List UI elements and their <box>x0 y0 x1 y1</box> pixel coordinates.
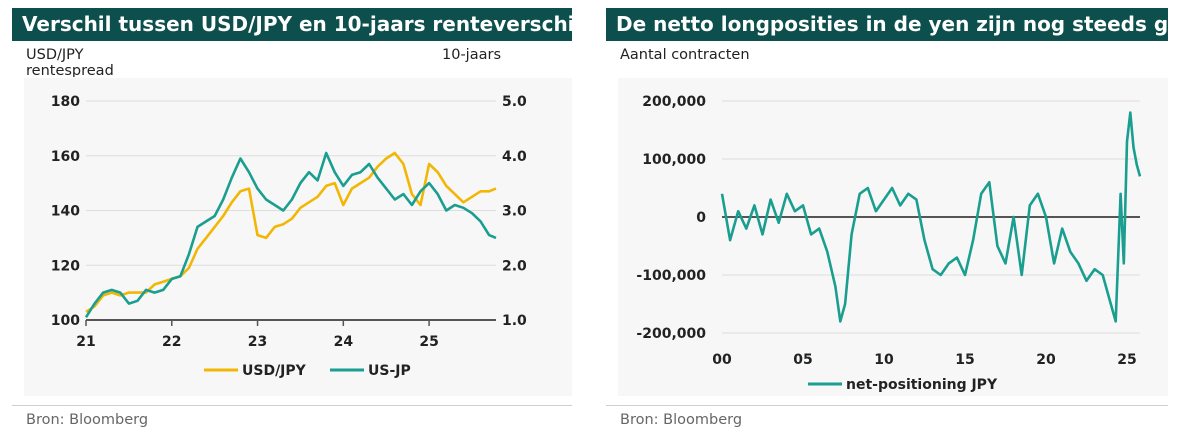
right-axis-label: 10-jaars <box>442 47 501 63</box>
x-tick-label: 25 <box>419 334 438 350</box>
right-source-divider <box>606 405 1168 406</box>
y-right-tick-label: 2.0 <box>502 258 527 274</box>
y-left-tick-label: 120 <box>51 258 80 274</box>
y-left-tick-label: 160 <box>51 149 80 165</box>
y-left-tick-label: 180 <box>51 94 80 110</box>
y-right-tick-label: 1.0 <box>502 313 527 329</box>
right-source: Bron: Bloomberg <box>620 412 743 428</box>
right-chart-title: De netto longposities in de yen zijn nog… <box>606 8 1168 41</box>
left-chart-panel: Verschil tussen USD/JPY en 10-jaars rent… <box>12 0 572 438</box>
y-tick-label: 100,000 <box>642 152 706 168</box>
left-axis-label-cut: rentespread <box>26 63 114 77</box>
x-tick-label: 00 <box>712 352 732 368</box>
x-tick-label: 21 <box>76 334 95 350</box>
right-chart-area: -200,000 -100,000 0 100,000 200,000 00 05 10 15 2… <box>618 78 1168 396</box>
x-tick-label: 23 <box>248 334 267 350</box>
x-tick-label: 20 <box>1036 352 1056 368</box>
left-axis-label-block: USD/JPY rentespread <box>26 47 136 77</box>
x-tick-label: 22 <box>162 334 181 350</box>
y-right-tick-label: 5.0 <box>502 94 527 110</box>
x-tick-label: 15 <box>955 352 974 368</box>
legend-label-usjp: US-JP <box>368 363 411 379</box>
y-tick-label: -200,000 <box>636 326 706 342</box>
right-chart-axis-label: Aantal contracten <box>620 47 750 63</box>
left-source: Bron: Bloomberg <box>26 412 149 428</box>
series-line-usjp <box>84 151 497 318</box>
y-tick-label: -100,000 <box>636 268 706 284</box>
series-line-net-positioning <box>720 111 1142 323</box>
series-line-usdjpy <box>85 151 497 313</box>
y-tick-label: 200,000 <box>642 94 706 110</box>
left-chart-area: 100 120 140 160 180 1.0 2.0 3.0 4.0 5.0 21 22 23 24 25… <box>24 78 572 396</box>
y-right-tick-label: 4.0 <box>502 149 527 165</box>
legend-label-net-positioning: net-positioning JPY <box>846 377 998 393</box>
y-left-tick-label: 100 <box>51 313 80 329</box>
right-chart-panel: De netto longposities in de yen zijn nog… <box>606 0 1168 438</box>
y-right-tick-label: 3.0 <box>502 204 527 220</box>
y-left-tick-label: 140 <box>51 204 80 220</box>
left-axis-label: USD/JPY <box>26 47 84 63</box>
left-chart-title: Verschil tussen USD/JPY en 10-jaars rent… <box>12 8 572 41</box>
left-chart-svg: 100 120 140 160 180 1.0 2.0 3.0 4.0 5.0 21 22 23 24 25… <box>51 94 527 379</box>
left-source-divider <box>12 405 572 406</box>
right-chart-svg: -200,000 -100,000 0 100,000 200,000 00 05 10 15 2… <box>636 94 1142 393</box>
x-tick-label: 25 <box>1117 352 1136 368</box>
x-tick-label: 05 <box>793 352 812 368</box>
x-tick-label: 10 <box>874 352 894 368</box>
x-tick-label: 24 <box>334 334 354 350</box>
y-tick-label: 0 <box>696 210 706 226</box>
legend-label-usdjpy: USD/JPY <box>242 363 307 379</box>
